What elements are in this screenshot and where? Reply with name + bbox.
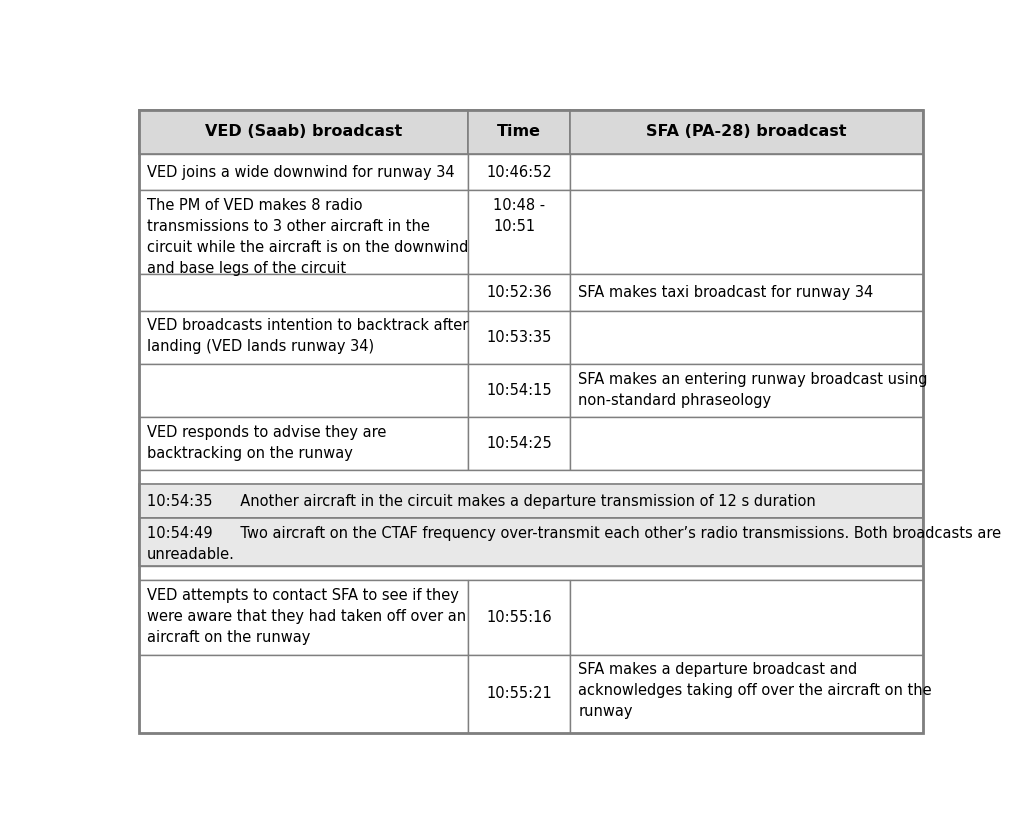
Bar [139, 580, 468, 655]
Text: SFA makes taxi broadcast for runway 34: SFA makes taxi broadcast for runway 34 [578, 285, 873, 300]
Text: 10:55:21: 10:55:21 [486, 686, 552, 701]
Text: VED attempts to contact SFA to see if they
were aware that they had taken off ov: VED attempts to contact SFA to see if th… [147, 588, 466, 646]
Bar [468, 110, 570, 153]
Text: 10:55:16: 10:55:16 [486, 610, 552, 626]
Bar [139, 153, 468, 190]
Bar [468, 655, 570, 732]
Bar [468, 580, 570, 655]
Text: SFA (PA-28) broadcast: SFA (PA-28) broadcast [646, 124, 846, 139]
Bar [570, 417, 923, 470]
Text: 10:54:15: 10:54:15 [486, 383, 552, 398]
Bar [139, 470, 923, 485]
Bar [139, 274, 468, 311]
Text: 10:54:25: 10:54:25 [486, 436, 552, 451]
Text: The PM of VED makes 8 radio
transmissions to 3 other aircraft in the
circuit whi: The PM of VED makes 8 radio transmission… [147, 198, 468, 276]
Bar [468, 417, 570, 470]
Text: SFA makes a departure broadcast and
acknowledges taking off over the aircraft on: SFA makes a departure broadcast and ackn… [578, 662, 931, 720]
Bar [139, 311, 468, 364]
Bar [570, 274, 923, 311]
Bar [139, 190, 468, 274]
Text: 10:46:52: 10:46:52 [486, 164, 552, 179]
Bar [139, 655, 468, 732]
Text: VED responds to advise they are
backtracking on the runway: VED responds to advise they are backtrac… [147, 425, 386, 460]
Text: 10:52:36: 10:52:36 [486, 285, 552, 300]
Bar [570, 311, 923, 364]
Bar [139, 566, 923, 580]
Bar [570, 153, 923, 190]
Bar [139, 364, 468, 417]
Bar [468, 153, 570, 190]
Bar [468, 274, 570, 311]
Text: VED joins a wide downwind for runway 34: VED joins a wide downwind for runway 34 [147, 164, 455, 179]
Text: SFA makes an entering runway broadcast using
non-standard phraseology: SFA makes an entering runway broadcast u… [578, 371, 927, 408]
Bar [468, 190, 570, 274]
Bar [570, 110, 923, 153]
Bar [570, 655, 923, 732]
Bar [139, 485, 923, 518]
Bar [570, 580, 923, 655]
Bar [139, 417, 468, 470]
Text: VED broadcasts intention to backtrack after
landing (VED lands runway 34): VED broadcasts intention to backtrack af… [147, 319, 468, 354]
Bar [139, 518, 923, 566]
Bar [468, 364, 570, 417]
Text: 10:48 -
10:51: 10:48 - 10:51 [493, 198, 545, 234]
Text: 10:54:49      Two aircraft on the CTAF frequency over-transmit each other’s radi: 10:54:49 Two aircraft on the CTAF freque… [147, 526, 1001, 562]
Bar [570, 190, 923, 274]
Text: 10:54:35      Another aircraft in the circuit makes a departure transmission of : 10:54:35 Another aircraft in the circuit… [147, 494, 816, 509]
Text: 10:53:35: 10:53:35 [487, 329, 552, 344]
Bar [139, 110, 468, 153]
Text: Time: Time [497, 124, 541, 139]
Bar [570, 364, 923, 417]
Text: VED (Saab) broadcast: VED (Saab) broadcast [205, 124, 402, 139]
Bar [468, 311, 570, 364]
